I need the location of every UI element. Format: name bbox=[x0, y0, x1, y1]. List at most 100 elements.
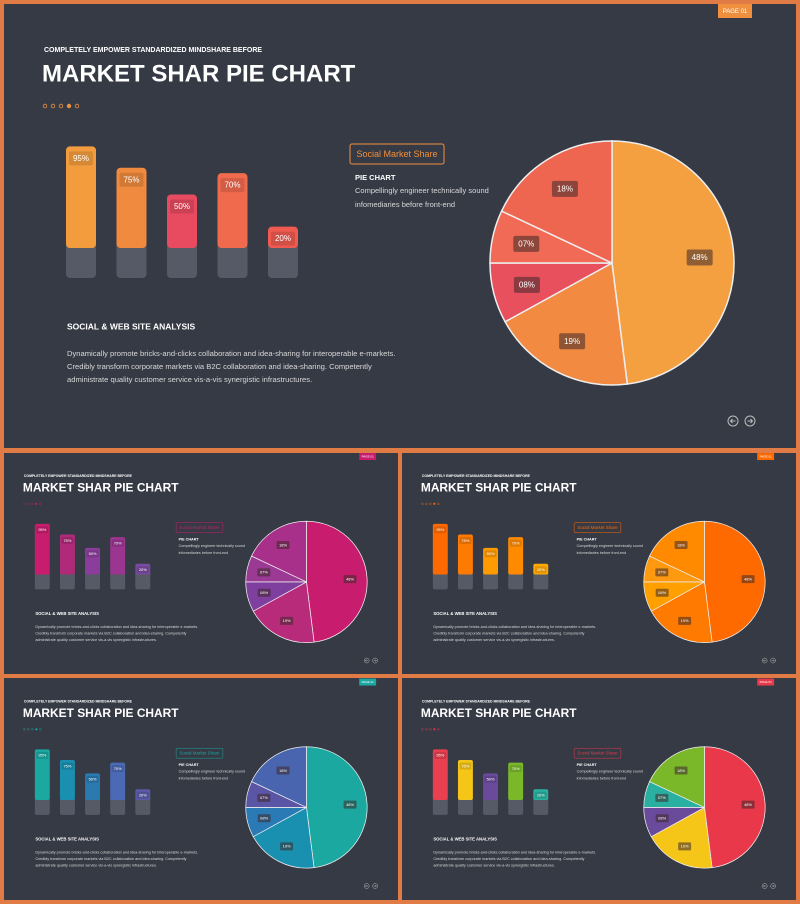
nav-arrow bbox=[771, 884, 775, 888]
bar-label-bg bbox=[136, 791, 149, 799]
pie-slice bbox=[306, 520, 368, 643]
dot bbox=[23, 502, 26, 505]
slide-canvas: PAGE 01 COMPLETELY EMPOWER STANDARDIZED M… bbox=[23, 453, 378, 664]
bar-value-label: 75% bbox=[461, 538, 469, 543]
prev-button[interactable] bbox=[363, 657, 370, 664]
analysis-text: Credibly transform corporate markets via… bbox=[433, 857, 584, 861]
next-button[interactable] bbox=[744, 415, 756, 427]
bar-label-bg bbox=[136, 566, 149, 574]
nav-circle bbox=[363, 883, 370, 889]
page-label-bg bbox=[359, 453, 377, 461]
bar-base bbox=[432, 796, 448, 815]
bar-base bbox=[85, 796, 101, 815]
pie-label-bg bbox=[655, 814, 669, 823]
pie-slice bbox=[611, 140, 735, 385]
next-button[interactable] bbox=[372, 657, 378, 664]
dot bbox=[27, 728, 30, 731]
pie-value-label: 18% bbox=[279, 768, 287, 773]
pie-slice bbox=[704, 520, 766, 643]
pie-label-bg bbox=[343, 575, 357, 584]
pie-label-bg bbox=[257, 568, 271, 577]
bar-base bbox=[167, 242, 197, 278]
bar-base bbox=[533, 796, 549, 815]
analysis-text: Dynamically promote bricks-and-clicks co… bbox=[35, 625, 198, 629]
nav-arrow bbox=[365, 659, 368, 662]
bar-base bbox=[217, 242, 248, 278]
bar bbox=[432, 749, 448, 800]
bar-value-label: 70% bbox=[512, 766, 520, 771]
bar-label-bg bbox=[36, 751, 49, 759]
page-label-bg bbox=[757, 453, 775, 461]
dot bbox=[433, 502, 436, 505]
next-button[interactable] bbox=[372, 883, 378, 889]
bar-base bbox=[508, 796, 524, 815]
pie-value-label: 07% bbox=[658, 570, 666, 575]
nav-circle bbox=[727, 415, 739, 427]
kicker: COMPLETELY EMPOWER STANDARDIZED MINDSHAR… bbox=[24, 474, 133, 478]
pie-slice bbox=[251, 520, 307, 583]
prev-button[interactable] bbox=[761, 657, 768, 664]
dot bbox=[35, 728, 38, 731]
tag-box bbox=[349, 143, 445, 165]
bar bbox=[34, 523, 50, 575]
bar-label-bg bbox=[170, 199, 194, 214]
pie-value-label: 08% bbox=[260, 816, 268, 821]
bar bbox=[85, 773, 101, 800]
bar bbox=[59, 760, 75, 800]
pie-slice bbox=[252, 806, 315, 869]
pie-text: infomediaries before front-end bbox=[577, 551, 627, 555]
analysis-title: SOCIAL & WEB SITE ANALYSIS bbox=[433, 836, 497, 841]
dot bbox=[66, 103, 72, 109]
bar-value-label: 95% bbox=[73, 154, 89, 163]
dot bbox=[437, 502, 440, 505]
bar-value-label: 50% bbox=[89, 551, 97, 556]
next-button[interactable] bbox=[770, 657, 776, 664]
bar-base bbox=[457, 571, 473, 590]
bar-label-bg bbox=[434, 526, 447, 534]
pie-label-bg bbox=[559, 333, 586, 350]
bar-label-bg bbox=[61, 537, 74, 544]
dot bbox=[50, 103, 56, 109]
tag: Social Market Share bbox=[179, 525, 220, 530]
pie-slice bbox=[649, 746, 705, 808]
dot bbox=[433, 728, 436, 731]
bar bbox=[110, 762, 126, 800]
pie-text: infomediaries before front-end bbox=[179, 551, 229, 555]
bar-base bbox=[66, 242, 96, 278]
pie-value-label: 19% bbox=[681, 844, 689, 849]
analysis-title: SOCIAL & WEB SITE ANALYSIS bbox=[433, 611, 497, 616]
tag-box bbox=[175, 522, 224, 533]
title: MARKET SHAR PIE CHART bbox=[23, 706, 179, 720]
bar-base bbox=[116, 242, 147, 278]
pie-label-bg bbox=[655, 793, 669, 802]
analysis-text: Dynamically promote bricks-and-clicks co… bbox=[67, 349, 395, 358]
bar bbox=[135, 563, 151, 575]
bar-label-bg bbox=[534, 566, 547, 574]
pie-label-bg bbox=[343, 800, 357, 809]
pie-value-label: 48% bbox=[346, 576, 354, 581]
tag: Social Market Share bbox=[577, 525, 618, 530]
bar-value-label: 75% bbox=[63, 763, 71, 768]
nav-arrow bbox=[373, 884, 377, 888]
pie-value-label: 08% bbox=[658, 816, 666, 821]
next-button[interactable] bbox=[770, 883, 776, 889]
bar-label-bg bbox=[111, 765, 124, 773]
page-label: PAGE 01 bbox=[362, 680, 375, 684]
page-label-bg bbox=[359, 678, 377, 686]
bar bbox=[533, 789, 549, 800]
analysis-text: Dynamically promote bricks-and-clicks co… bbox=[433, 625, 596, 629]
dot bbox=[31, 728, 34, 731]
prev-button[interactable] bbox=[363, 883, 370, 889]
prev-button[interactable] bbox=[761, 883, 768, 889]
dot bbox=[425, 728, 428, 731]
prev-button[interactable] bbox=[727, 415, 739, 427]
bar-label-bg bbox=[86, 775, 99, 783]
bar-value-label: 70% bbox=[114, 766, 122, 771]
bar bbox=[457, 760, 473, 800]
tag-box bbox=[573, 747, 622, 759]
pie-slice bbox=[251, 746, 307, 808]
bar-base bbox=[483, 571, 499, 590]
bar-value-label: 95% bbox=[436, 527, 444, 532]
bar-value-label: 50% bbox=[174, 202, 190, 211]
